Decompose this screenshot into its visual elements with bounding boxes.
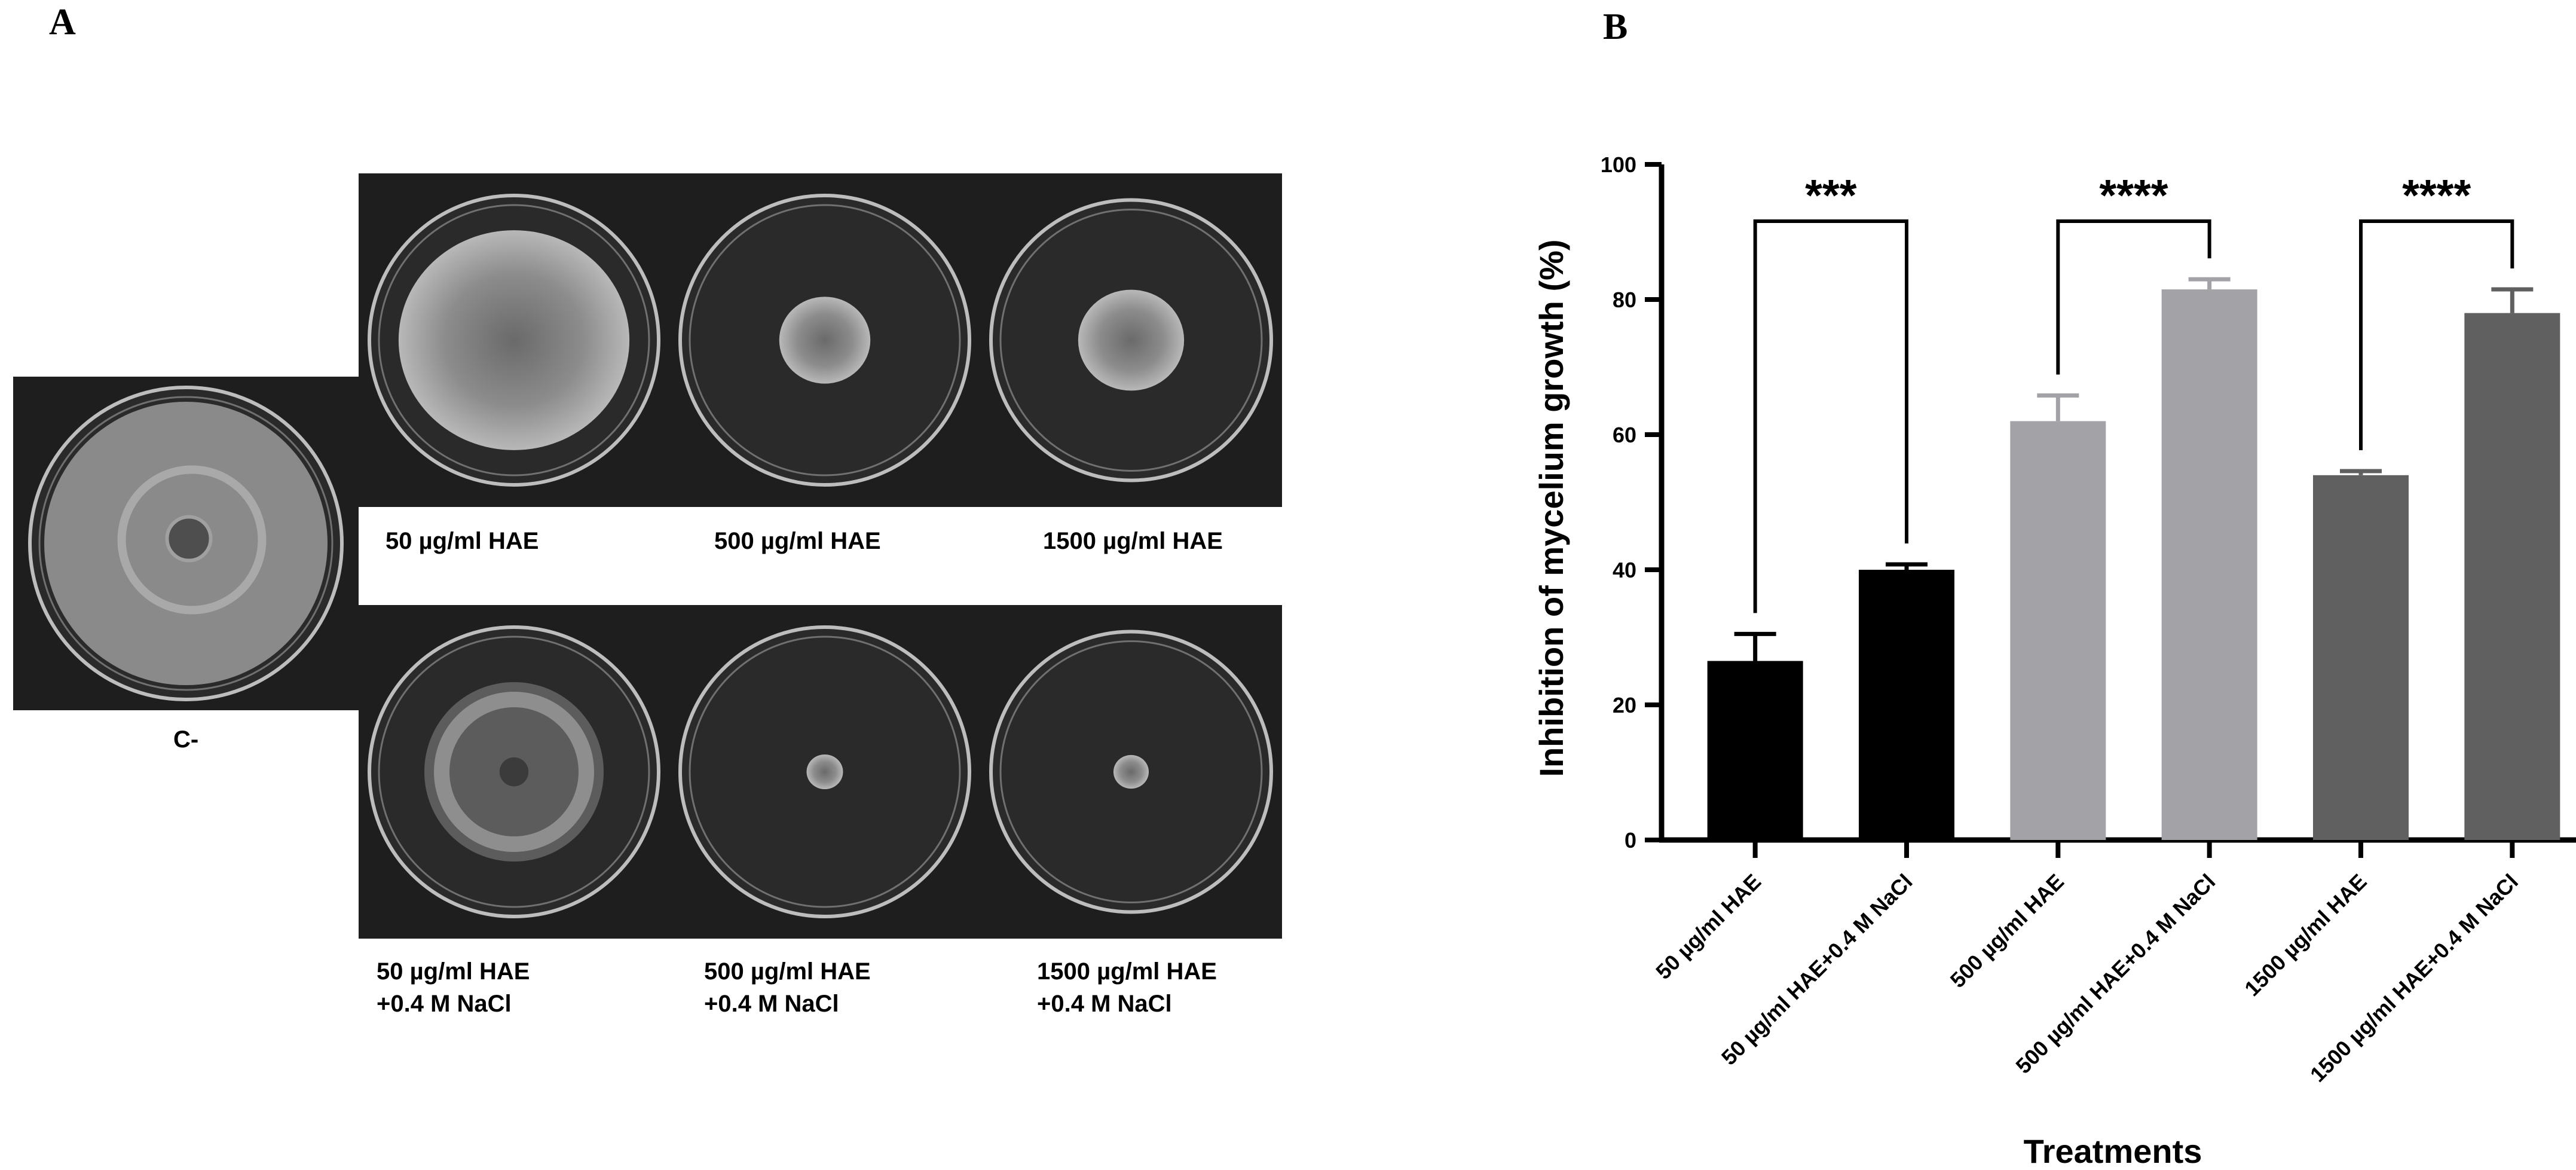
mycelium-colony [1113, 754, 1149, 789]
plate-label-1500: 1500 µg/ml HAE [1043, 528, 1223, 554]
y-tick-label: 40 [1613, 558, 1636, 582]
y-tick-label: 80 [1613, 288, 1636, 312]
plate-photo-1500 [980, 173, 1282, 507]
plate-label-control: C- [173, 726, 199, 753]
y-axis-title: Inhibition of mycelium growth (%) [1532, 239, 1570, 777]
plate-photo-500-nacl [669, 605, 980, 939]
x-axis-title: Treatments [2024, 1132, 2202, 1170]
bar [2464, 313, 2560, 840]
plate-label-1500-nacl: 1500 µg/ml HAE +0.4 M NaCl [1037, 958, 1217, 1017]
significance-label: **** [2099, 170, 2168, 220]
panel-a-letter: A [49, 2, 76, 42]
plate-photo-500 [669, 173, 980, 507]
bar [2010, 421, 2106, 840]
y-tick-label: 20 [1613, 693, 1636, 717]
bar [2313, 475, 2409, 840]
plate-photo-1500-nacl [980, 605, 1282, 939]
plate-label-50-nacl: 50 µg/ml HAE +0.4 M NaCl [377, 958, 530, 1017]
panel-b-letter: B [1603, 7, 1628, 47]
mycelium-colony [806, 754, 843, 790]
plate-photo-50-nacl [359, 605, 669, 939]
mycelium-colony [1078, 289, 1185, 391]
significance-bracket [1753, 219, 1908, 613]
plate-label-500-nacl: 500 µg/ml HAE +0.4 M NaCl [704, 958, 871, 1017]
bar [2161, 289, 2257, 840]
bar [1707, 661, 1803, 840]
significance-label: **** [2402, 170, 2471, 220]
mycelium-colony [779, 297, 871, 384]
y-tick-label: 0 [1624, 828, 1636, 853]
significance-bracket [2359, 219, 2514, 451]
bar [1859, 570, 1954, 840]
mycelium-colony [398, 230, 630, 450]
x-tick-label: 500 µg/ml HAE [1945, 869, 2069, 992]
significance-bracket [2056, 219, 2211, 375]
plate-photo-control [13, 377, 359, 710]
plate-photo-50 [359, 173, 669, 507]
significance-label: *** [1805, 170, 1857, 220]
plate-label-500: 500 µg/ml HAE [714, 528, 881, 554]
x-tick-label: 1500 µg/ml HAE [2240, 869, 2372, 1001]
x-tick-label: 50 µg/ml HAE [1651, 869, 1766, 984]
y-tick-label: 100 [1601, 152, 1636, 177]
plate-label-50: 50 µg/ml HAE [386, 528, 539, 554]
y-tick-label: 60 [1613, 423, 1636, 447]
